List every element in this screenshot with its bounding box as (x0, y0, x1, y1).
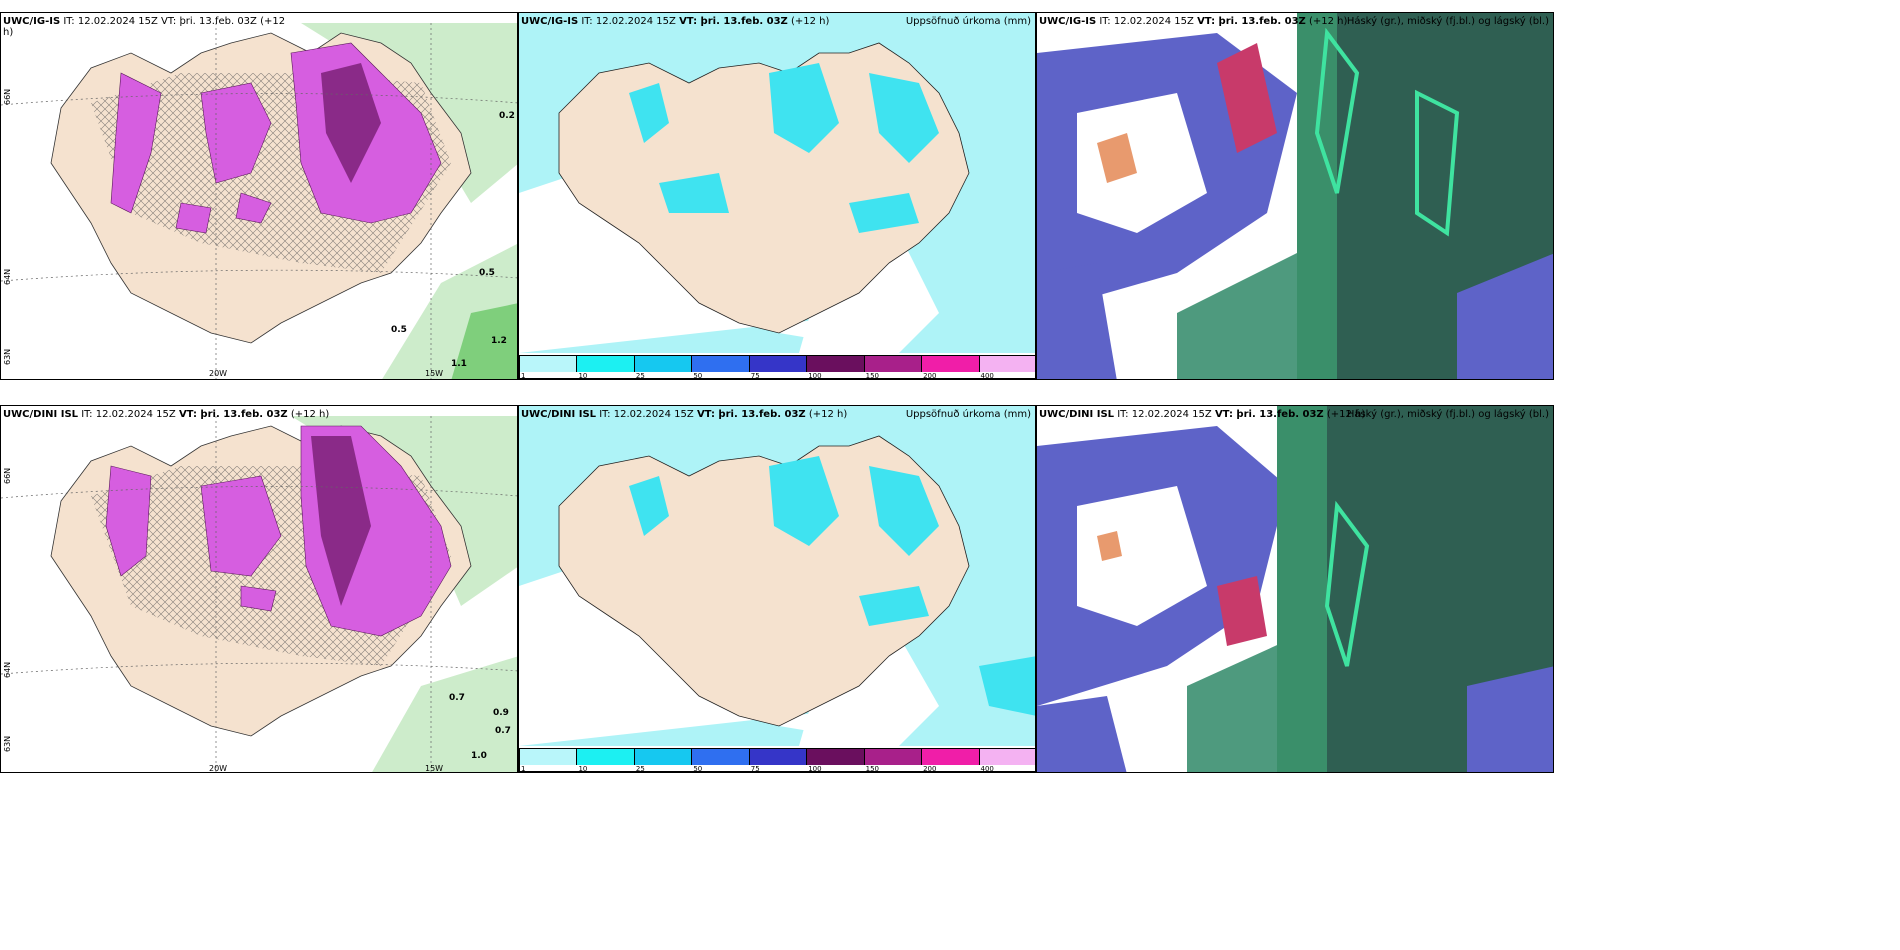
colorbar-segment: 10 (577, 356, 635, 379)
colorbar-tick-label: 25 (635, 765, 645, 773)
colorbar-segment: 200 (922, 356, 980, 379)
precip-value: 0.2 (499, 111, 515, 121)
colorbar-tick-label: 100 (808, 765, 822, 773)
colorbar-tick-label: 25 (635, 372, 645, 380)
colorbar-tick-label: 50 (693, 372, 703, 380)
lat-label-63n: 63N (3, 348, 12, 365)
precip-value: 0.5 (479, 268, 495, 278)
colorbar-segment: 75 (749, 749, 808, 772)
lat-label-64n: 64N (3, 661, 12, 678)
colorbar-tick-label: 200 (923, 765, 937, 773)
lon-label-20w: 20W (209, 369, 228, 378)
map-bottom-left (1, 406, 517, 772)
colorbar-tick-label: 1 (521, 372, 526, 380)
panel-title: UWC/IG-IS IT: 12.02.2024 15Z VT: þri. 13… (521, 16, 830, 27)
panel-top-mid-precip: UWC/IG-IS IT: 12.02.2024 15Z VT: þri. 13… (518, 12, 1036, 380)
colorbar-tick-label: 400 (980, 372, 994, 380)
lon-label-20w: 20W (209, 764, 228, 773)
precip-value: 0.7 (449, 693, 465, 703)
map-bottom-mid (519, 406, 1035, 746)
lat-label-66n: 66N (3, 467, 12, 484)
lon-label-15w: 15W (425, 764, 444, 773)
precip-value: 1.0 (471, 751, 487, 761)
colorbar-tick-label: 150 (865, 372, 879, 380)
colorbar-tick-label: 10 (578, 372, 588, 380)
colorbar-tick-label: 75 (750, 765, 760, 773)
panel-title: UWC/DINI ISL IT: 12.02.2024 15Z VT: þri.… (1039, 409, 1366, 420)
panel-top-right-clouds: UWC/IG-IS IT: 12.02.2024 15Z VT: þri. 13… (1036, 12, 1554, 380)
colorbar-tick-label: 100 (808, 372, 822, 380)
precip-value: 1.2 (491, 336, 507, 346)
colorbar-segment: 400 (979, 749, 1035, 772)
colorbar-tick-label: 10 (578, 765, 588, 773)
panel-bottom-right-clouds: UWC/DINI ISL IT: 12.02.2024 15Z VT: þri.… (1036, 405, 1554, 773)
panel-title: UWC/DINI ISL IT: 12.02.2024 15Z VT: þri.… (521, 409, 848, 420)
map-bottom-right (1037, 406, 1553, 772)
colorbar-tick-label: 400 (980, 765, 994, 773)
panel-title-right: Háský (gr.), miðský (fj.bl.) og lágský (… (1346, 409, 1549, 420)
colorbar-segment: 150 (864, 356, 923, 379)
precip-value: 1.1 (451, 359, 467, 369)
colorbar-segment: 1 (520, 749, 578, 772)
panel-top-left-wind-snow: UWC/IG-IS IT: 12.02.2024 15Z VT: þri. 13… (0, 12, 518, 380)
map-top-mid (519, 13, 1035, 353)
colorbar-tick-label: 75 (750, 372, 760, 380)
colorbar-segment: 25 (634, 749, 693, 772)
map-top-right (1037, 13, 1553, 379)
colorbar-segment: 100 (807, 356, 865, 379)
panel-bottom-mid-precip: UWC/DINI ISL IT: 12.02.2024 15Z VT: þri.… (518, 405, 1036, 773)
panel-title: UWC/IG-IS IT: 12.02.2024 15Z VT: þri. 13… (1039, 16, 1348, 27)
lat-label-63n: 63N (3, 735, 12, 752)
colorbar: 1 10 25 50 75 100 150 200 400 (519, 748, 1035, 772)
colorbar-segment: 10 (577, 749, 635, 772)
panel-title: UWC/IG-IS IT: 12.02.2024 15Z VT: þri. 13… (3, 16, 286, 38)
panel-title-right: Háský (gr.), miðský (fj.bl.) og lágský (… (1346, 16, 1549, 27)
lat-label-64n: 64N (3, 268, 12, 285)
colorbar-segment: 25 (634, 356, 693, 379)
colorbar-segment: 50 (692, 356, 750, 379)
panel-title-right: Uppsöfnuð úrkoma (mm) (905, 16, 1031, 27)
precip-value: 0.7 (495, 726, 511, 736)
colorbar: 1 10 25 50 75 100 150 200 400 (519, 355, 1035, 379)
panel-bottom-left-wind-snow: UWC/DINI ISL IT: 12.02.2024 15Z VT: þri.… (0, 405, 518, 773)
colorbar-segment: 1 (520, 356, 578, 379)
panel-title-right: Uppsöfnuð úrkoma (mm) (905, 409, 1031, 420)
colorbar-tick-label: 150 (865, 765, 879, 773)
colorbar-segment: 200 (922, 749, 980, 772)
colorbar-tick-label: 50 (693, 765, 703, 773)
precip-value: 0.9 (493, 708, 509, 718)
precip-value: 0.5 (391, 325, 407, 335)
colorbar-segment: 75 (749, 356, 808, 379)
colorbar-tick-label: 1 (521, 765, 526, 773)
lon-label-15w: 15W (425, 369, 444, 378)
colorbar-tick-label: 200 (923, 372, 937, 380)
colorbar-segment: 50 (692, 749, 750, 772)
lat-label-66n: 66N (3, 88, 12, 105)
colorbar-segment: 100 (807, 749, 865, 772)
map-top-left (1, 13, 517, 379)
panel-title: UWC/DINI ISL IT: 12.02.2024 15Z VT: þri.… (3, 409, 330, 420)
colorbar-segment: 150 (864, 749, 923, 772)
colorbar-segment: 400 (979, 356, 1035, 379)
